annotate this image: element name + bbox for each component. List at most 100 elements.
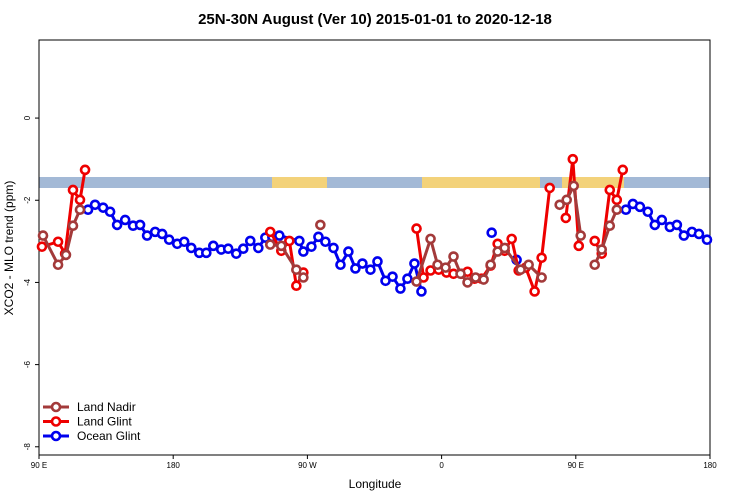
data-point [52, 236, 64, 248]
data-point [291, 264, 302, 275]
data-point [141, 230, 153, 241]
data-point [693, 228, 705, 240]
legend-label: Land Glint [77, 415, 132, 429]
data-point [185, 242, 197, 254]
x-tick-label: 90 W [298, 461, 317, 470]
data-point [486, 227, 498, 239]
data-point [604, 184, 616, 196]
data-point [395, 283, 406, 294]
data-point [589, 235, 601, 247]
x-axis-label: Longitude [349, 477, 402, 491]
data-point [515, 264, 526, 275]
data-point [409, 258, 420, 269]
data-point [37, 230, 49, 241]
data-point [36, 241, 48, 252]
data-point [313, 231, 324, 243]
data-point [274, 230, 285, 241]
data-point [448, 251, 459, 262]
data-point [178, 236, 190, 248]
data-point [134, 219, 146, 231]
data-point [253, 242, 264, 254]
data-point [411, 276, 422, 287]
data-point [554, 199, 565, 211]
data-point [298, 272, 309, 283]
data-point [536, 272, 547, 283]
data-point [604, 220, 616, 232]
data-point [67, 220, 79, 232]
data-point [425, 233, 436, 245]
data-point [411, 223, 422, 234]
data-point [485, 259, 496, 271]
data-point [402, 273, 413, 285]
legend-label: Land Nadir [77, 400, 136, 414]
data-point [119, 214, 131, 226]
data-point [335, 259, 346, 271]
data-point [656, 214, 668, 226]
data-point [222, 243, 234, 255]
data-point [536, 252, 547, 264]
y-tick-label: -6 [23, 361, 32, 369]
data-point [678, 230, 690, 241]
data-point [343, 246, 354, 257]
map-strip [39, 177, 710, 188]
data-point [357, 258, 368, 269]
data-point [544, 182, 556, 194]
data-point [470, 272, 481, 283]
data-point [208, 240, 219, 252]
data-point [163, 234, 175, 245]
ocean-strip [39, 177, 710, 188]
data-point [567, 153, 579, 165]
data-point [365, 264, 376, 275]
data-point [52, 259, 64, 271]
data-point [237, 243, 249, 255]
data-point [701, 234, 713, 245]
data-point [328, 242, 339, 254]
data-point [589, 259, 601, 271]
data-point [264, 226, 276, 238]
y-tick-label: -2 [23, 196, 32, 204]
data-point [294, 235, 305, 247]
data-point [568, 180, 580, 192]
x-tick-label: 180 [167, 461, 181, 470]
data-point [291, 280, 302, 292]
legend-marker [50, 430, 62, 442]
data-point [642, 206, 654, 218]
data-point [74, 194, 86, 206]
data-point [617, 164, 629, 176]
x-tick-label: 90 E [31, 461, 47, 470]
chart-title: 25N-30N August (Ver 10) 2015-01-01 to 20… [198, 11, 552, 28]
data-point [560, 212, 572, 224]
data-point [440, 262, 451, 273]
data-point [74, 204, 86, 215]
data-point [230, 248, 242, 259]
data-point [634, 201, 646, 213]
x-tick-label: 0 [439, 461, 444, 470]
data-point [264, 239, 276, 250]
data-point [573, 240, 585, 252]
data-point [575, 230, 587, 241]
data-point [416, 286, 427, 297]
data-point [79, 164, 91, 176]
land-strip [422, 177, 540, 188]
data-point [671, 219, 683, 231]
y-axis-label: XCO2 - MLO trend (ppm) [2, 181, 16, 316]
data-point [60, 249, 72, 261]
data-point [649, 219, 661, 231]
data-point [462, 277, 473, 288]
data-point [387, 271, 398, 282]
legend-label: Ocean Glint [77, 429, 141, 443]
legend-marker [50, 416, 62, 427]
land-strip [562, 177, 624, 188]
legend-marker [50, 401, 62, 413]
data-point [315, 219, 326, 231]
data-point [244, 235, 256, 247]
land-strip [272, 177, 327, 188]
x-tick-label: 90 E [568, 461, 584, 470]
data-point [596, 244, 608, 255]
data-point [111, 219, 123, 231]
data-point [104, 206, 116, 218]
data-point [455, 268, 466, 280]
